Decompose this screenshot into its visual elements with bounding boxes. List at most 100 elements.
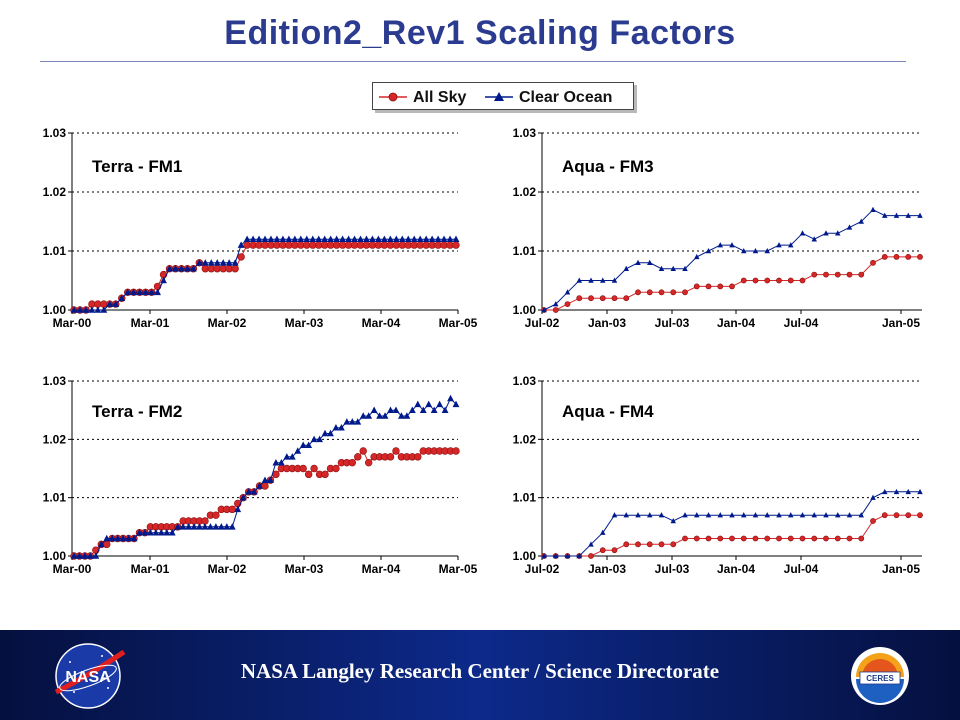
- data-point-all-sky: [364, 458, 373, 467]
- data-point-all-sky: [588, 553, 594, 559]
- x-tick-label: Jul-03: [655, 562, 690, 576]
- data-point-all-sky: [858, 271, 865, 278]
- data-point-clear-ocean: [588, 277, 594, 283]
- data-point-clear-ocean: [436, 400, 444, 408]
- data-point-all-sky: [870, 518, 876, 524]
- data-point-clear-ocean: [893, 212, 900, 218]
- data-point-clear-ocean: [658, 512, 665, 518]
- data-point-clear-ocean: [670, 518, 676, 524]
- data-point-clear-ocean: [76, 552, 83, 559]
- data-point-clear-ocean: [277, 458, 285, 466]
- y-tick-label: 1.00: [43, 303, 67, 317]
- legend-label-clear-ocean: Clear Ocean: [519, 89, 612, 106]
- data-point-all-sky: [705, 535, 712, 542]
- data-point-clear-ocean: [351, 235, 358, 242]
- data-point-all-sky: [670, 541, 677, 548]
- data-point-clear-ocean: [917, 488, 923, 495]
- data-point-clear-ocean: [174, 523, 182, 530]
- panel-label: Aqua - FM3: [562, 157, 654, 176]
- data-point-clear-ocean: [255, 235, 263, 242]
- data-point-clear-ocean: [835, 512, 841, 518]
- data-point-all-sky: [881, 253, 888, 260]
- legend-label-all-sky: All Sky: [413, 89, 466, 106]
- data-point-clear-ocean: [212, 523, 220, 530]
- data-point-clear-ocean: [541, 553, 547, 559]
- data-point-clear-ocean: [195, 259, 203, 266]
- data-point-clear-ocean: [553, 553, 559, 559]
- series-line-clear-ocean: [74, 238, 456, 311]
- data-point-clear-ocean: [316, 435, 323, 443]
- x-tick-label: Mar-03: [285, 562, 324, 576]
- x-tick-label: Jul-02: [525, 316, 560, 330]
- data-point-all-sky: [611, 547, 618, 554]
- y-tick-label: 1.03: [43, 126, 67, 140]
- data-point-all-sky: [799, 277, 806, 284]
- data-point-all-sky: [729, 535, 735, 542]
- x-tick-label: Jan-04: [717, 316, 755, 330]
- data-point-clear-ocean: [337, 423, 345, 431]
- x-tick-label: Jan-04: [717, 562, 755, 576]
- data-point-clear-ocean: [261, 476, 269, 483]
- data-point-clear-ocean: [239, 493, 247, 501]
- data-point-clear-ocean: [422, 235, 430, 242]
- data-point-clear-ocean: [288, 453, 296, 460]
- data-point-clear-ocean: [249, 235, 257, 242]
- data-point-clear-ocean: [370, 406, 378, 413]
- data-point-clear-ocean: [100, 306, 108, 313]
- data-point-all-sky: [905, 253, 912, 260]
- data-point-clear-ocean: [823, 512, 829, 518]
- data-point-clear-ocean: [588, 541, 594, 547]
- chart-terra-fm2: 1.00 1.01 1.02 1.03 Mar-00 Mar-01 Mar-02 Mar-03…: [43, 374, 478, 576]
- data-point-clear-ocean: [419, 406, 427, 413]
- panel-label: Aqua - FM4: [562, 402, 654, 421]
- panel-label: Terra - FM1: [92, 157, 182, 176]
- data-point-clear-ocean: [237, 241, 245, 248]
- data-point-clear-ocean: [228, 523, 236, 530]
- data-point-clear-ocean: [823, 230, 829, 236]
- data-point-clear-ocean: [893, 488, 900, 495]
- data-point-all-sky: [846, 271, 853, 278]
- data-point-all-sky: [321, 470, 329, 479]
- x-tick-label: Mar-00: [53, 316, 92, 330]
- x-tick-label: Jul-04: [784, 316, 819, 330]
- data-point-clear-ocean: [811, 236, 817, 242]
- data-point-all-sky: [752, 535, 759, 542]
- data-point-all-sky: [635, 289, 641, 296]
- data-point-clear-ocean: [374, 235, 382, 242]
- data-point-all-sky: [354, 453, 362, 461]
- data-point-all-sky: [359, 447, 367, 455]
- data-point-all-sky: [386, 453, 395, 461]
- data-point-clear-ocean: [309, 235, 317, 242]
- data-point-clear-ocean: [425, 400, 433, 408]
- data-point-clear-ocean: [398, 412, 405, 419]
- data-point-clear-ocean: [70, 306, 78, 313]
- data-point-all-sky: [764, 277, 771, 284]
- nasa-logo-text: NASA: [65, 669, 111, 686]
- data-point-clear-ocean: [452, 400, 460, 408]
- data-point-clear-ocean: [403, 412, 411, 419]
- title-divider: [40, 61, 906, 62]
- data-point-all-sky: [905, 512, 912, 519]
- data-point-clear-ocean: [359, 412, 367, 419]
- data-point-clear-ocean: [576, 277, 582, 283]
- data-point-clear-ocean: [717, 242, 723, 248]
- data-point-clear-ocean: [882, 212, 888, 218]
- data-point-all-sky: [623, 295, 630, 302]
- data-point-all-sky: [834, 271, 841, 278]
- data-point-clear-ocean: [119, 534, 127, 542]
- data-point-all-sky: [693, 535, 700, 542]
- data-point-clear-ocean: [231, 259, 239, 266]
- data-point-clear-ocean: [811, 512, 817, 518]
- data-point-all-sky: [599, 547, 606, 554]
- data-point-clear-ocean: [564, 289, 571, 295]
- x-tick-label: Mar-00: [53, 562, 92, 576]
- data-point-all-sky: [682, 535, 688, 542]
- data-point-clear-ocean: [163, 528, 171, 536]
- data-point-clear-ocean: [124, 288, 132, 296]
- data-point-clear-ocean: [835, 230, 841, 236]
- data-point-clear-ocean: [541, 307, 547, 313]
- data-point-clear-ocean: [201, 523, 209, 530]
- x-tick-label: Mar-05: [439, 316, 478, 330]
- x-tick-label: Mar-01: [131, 562, 170, 576]
- data-point-clear-ocean: [261, 235, 269, 242]
